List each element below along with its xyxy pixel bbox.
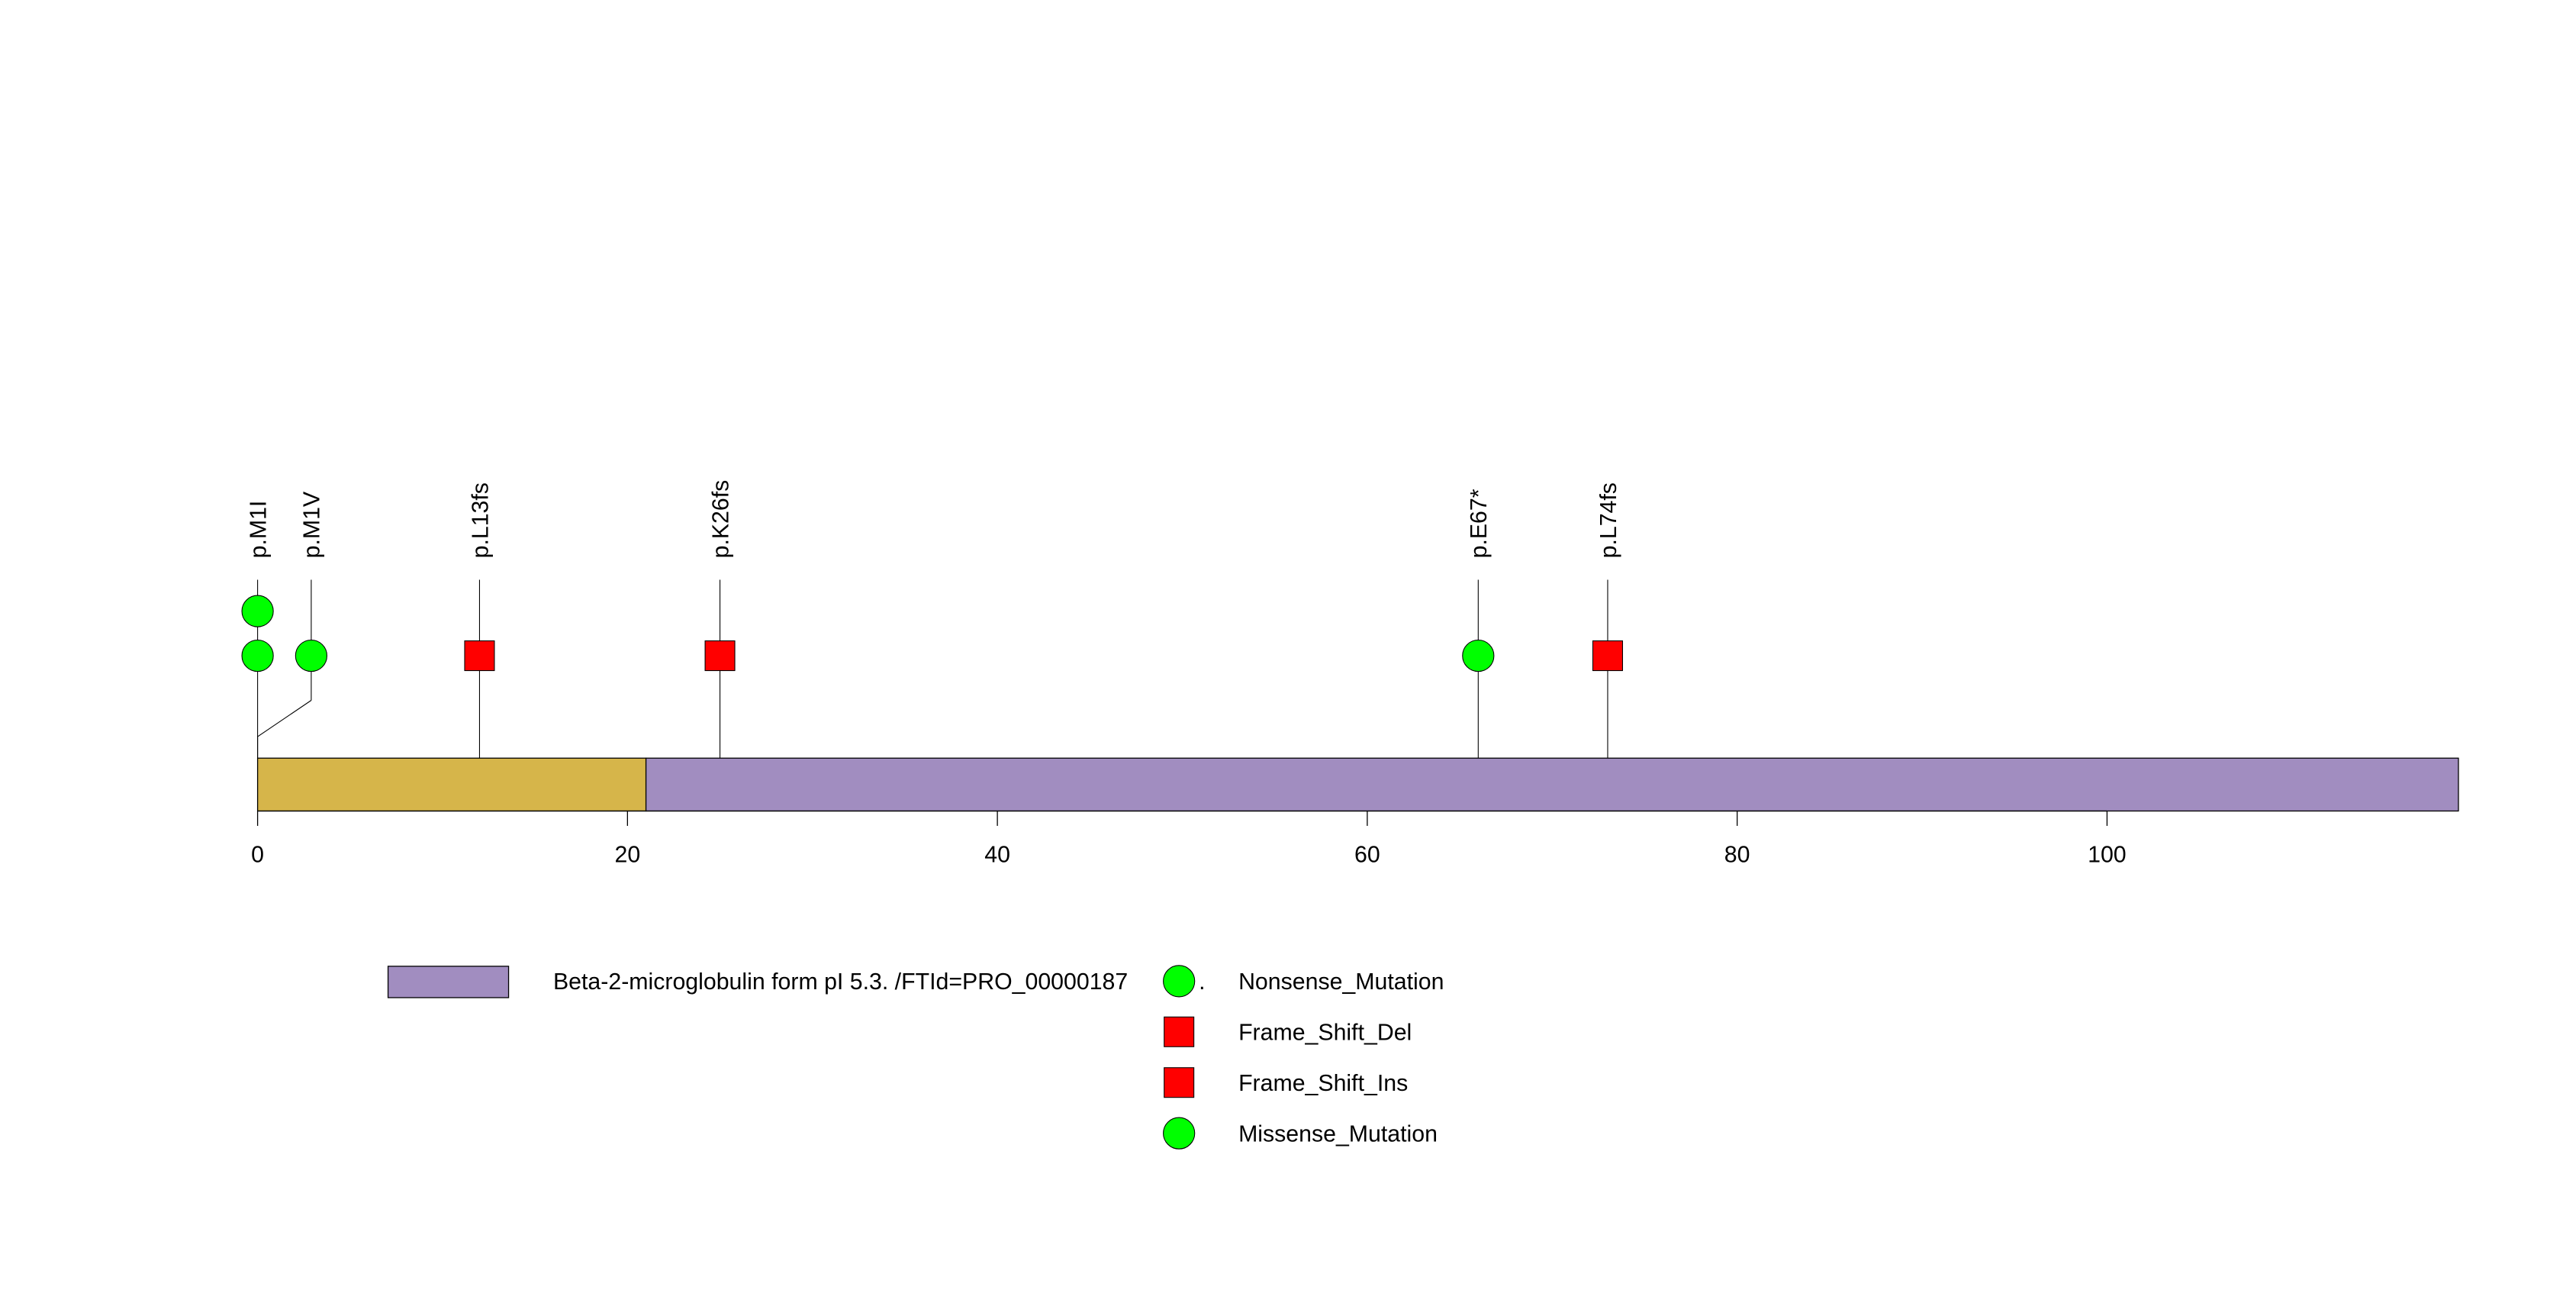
legend-item-label: Frame_Shift_Del bbox=[1238, 1021, 1412, 1046]
mutation-label: p.L13fs bbox=[468, 482, 493, 558]
legend-square-icon bbox=[1164, 1016, 1195, 1047]
legend-square-icon bbox=[1164, 1067, 1195, 1098]
mutation-label: p.L74fs bbox=[1596, 482, 1621, 558]
protein-domains bbox=[256, 757, 2459, 812]
stem-connector bbox=[257, 700, 312, 737]
x-tick-label: 80 bbox=[1724, 843, 1750, 868]
domain-1 bbox=[645, 757, 2459, 812]
mutation-circle bbox=[1462, 639, 1495, 672]
mutation-circle bbox=[241, 639, 274, 672]
legend-item-label: Nonsense_Mutation bbox=[1238, 969, 1444, 995]
legend: Beta-2-microglobulin form pI 5.3. /FTId=… bbox=[387, 965, 1444, 1150]
mutation-labels: p.M1I p.M1V p.L13fs p.K26fs p.E67* p.L74fs bbox=[246, 480, 1621, 559]
mutation-square bbox=[1592, 640, 1623, 672]
legend-item-label: Missense_Mutation bbox=[1238, 1121, 1438, 1146]
mutation-markers bbox=[241, 595, 1623, 672]
mutation-square bbox=[464, 640, 495, 672]
legend-circle-icon bbox=[1163, 965, 1196, 998]
x-tick-label: 60 bbox=[1354, 843, 1380, 868]
legend-domain-swatch bbox=[387, 966, 510, 998]
mutation-circle bbox=[295, 639, 327, 672]
x-tick-label: 20 bbox=[615, 843, 641, 868]
mutation-label: p.K26fs bbox=[708, 480, 733, 559]
legend-circle-icon bbox=[1163, 1117, 1196, 1150]
legend-domain-label-suffix: . bbox=[1199, 969, 1205, 995]
x-tick-label: 0 bbox=[251, 843, 264, 868]
domain-0 bbox=[256, 757, 647, 812]
x-tick-label: 40 bbox=[984, 843, 1010, 868]
mutation-label: p.E67* bbox=[1467, 489, 1492, 558]
mutation-label: p.M1I bbox=[246, 501, 271, 559]
mutation-label: p.M1V bbox=[300, 491, 325, 558]
x-axis: 0 20 40 60 80 100 bbox=[251, 810, 2127, 868]
legend-domain-label: Beta-2-microglobulin form pI 5.3. /FTId=… bbox=[553, 969, 1128, 995]
x-tick-label: 100 bbox=[2088, 843, 2127, 868]
mutation-circle bbox=[241, 595, 274, 627]
legend-item-label: Frame_Shift_Ins bbox=[1238, 1071, 1408, 1096]
mutation-square bbox=[704, 640, 736, 672]
